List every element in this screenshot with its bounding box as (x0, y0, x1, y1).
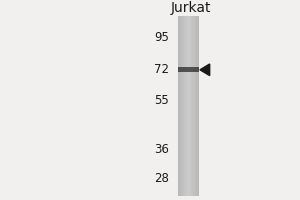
Text: 95: 95 (154, 31, 169, 44)
Bar (189, 16, 190, 196)
Bar (195, 16, 196, 196)
Bar (185, 16, 186, 196)
Text: 72: 72 (154, 63, 169, 76)
Bar (181, 16, 182, 196)
Bar (193, 16, 194, 196)
Bar (183, 16, 184, 196)
Bar (194, 16, 195, 196)
Bar (196, 16, 197, 196)
Bar (178, 16, 179, 196)
Bar (192, 16, 193, 196)
Bar (188, 16, 189, 196)
Bar (180, 16, 181, 196)
Bar (198, 16, 199, 196)
Bar (179, 16, 180, 196)
Polygon shape (200, 64, 210, 76)
Bar (184, 16, 185, 196)
Bar (191, 16, 192, 196)
Text: 36: 36 (154, 143, 169, 156)
Text: Jurkat: Jurkat (171, 1, 211, 15)
Bar (186, 16, 187, 196)
Bar (196, 16, 197, 196)
Bar (187, 16, 188, 196)
Bar (178, 67, 199, 72)
Bar (182, 16, 183, 196)
Text: 28: 28 (154, 172, 169, 185)
Bar (190, 16, 191, 196)
Text: 55: 55 (154, 94, 169, 107)
Bar (197, 16, 198, 196)
